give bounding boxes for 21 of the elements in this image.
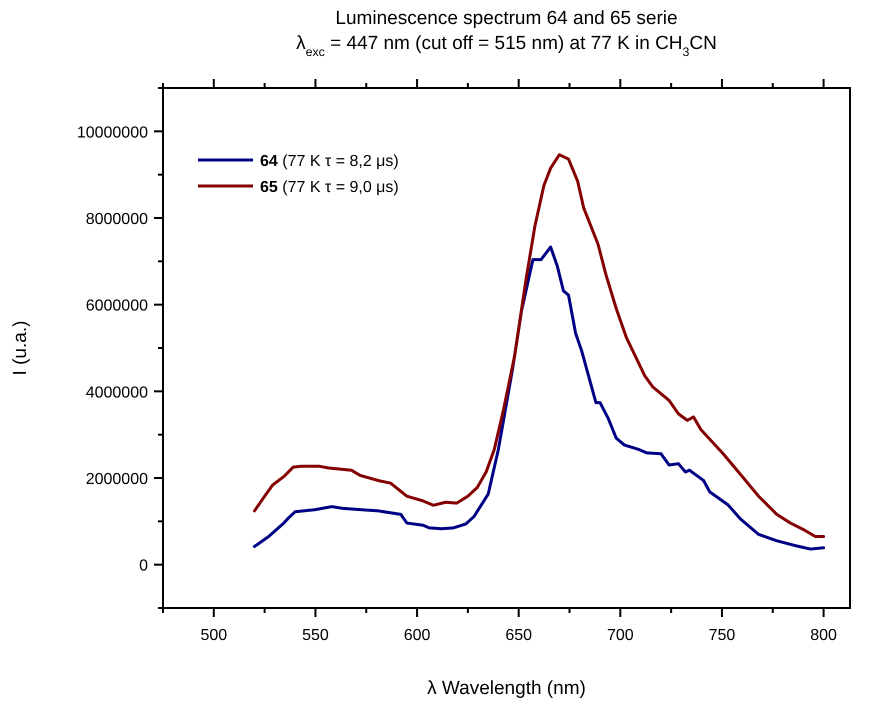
y-tick-label: 2000000 xyxy=(86,471,148,488)
chart-title: Luminescence spectrum 64 and 65 serie xyxy=(335,8,678,29)
line-series xyxy=(252,153,826,538)
x-tick-label: 650 xyxy=(505,627,532,644)
y-tick-label: 4000000 xyxy=(86,384,148,402)
y-tick-label: 10000000 xyxy=(76,124,148,142)
y-tick-label: 6000000 xyxy=(86,298,148,315)
x-tick-label: 600 xyxy=(404,627,431,644)
x-axis-title: λ Wavelength (nm) xyxy=(427,678,586,699)
y-tick-label: 0 xyxy=(139,558,148,575)
legend-label: 65 (77 K τ = 9,0 μs) xyxy=(260,179,399,196)
y-tick-label: 8000000 xyxy=(86,211,148,228)
x-tick-label: 500 xyxy=(200,627,228,644)
x-tick-label: 700 xyxy=(606,627,634,644)
x-tick-label: 550 xyxy=(302,627,329,644)
line-series xyxy=(252,246,826,551)
y-axis-title: I (u.a.) xyxy=(10,320,31,376)
x-tick-label: 750 xyxy=(708,627,736,644)
chart-subtitle: λ$_{exc}$ = 447 nm (cut off = 515 nm) at 77 K in CH$_{3}$CN xyxy=(296,33,717,59)
legend-label: 64 (77 K τ = 8,2 μs) xyxy=(260,153,399,170)
x-tick-label: 800 xyxy=(810,627,838,644)
